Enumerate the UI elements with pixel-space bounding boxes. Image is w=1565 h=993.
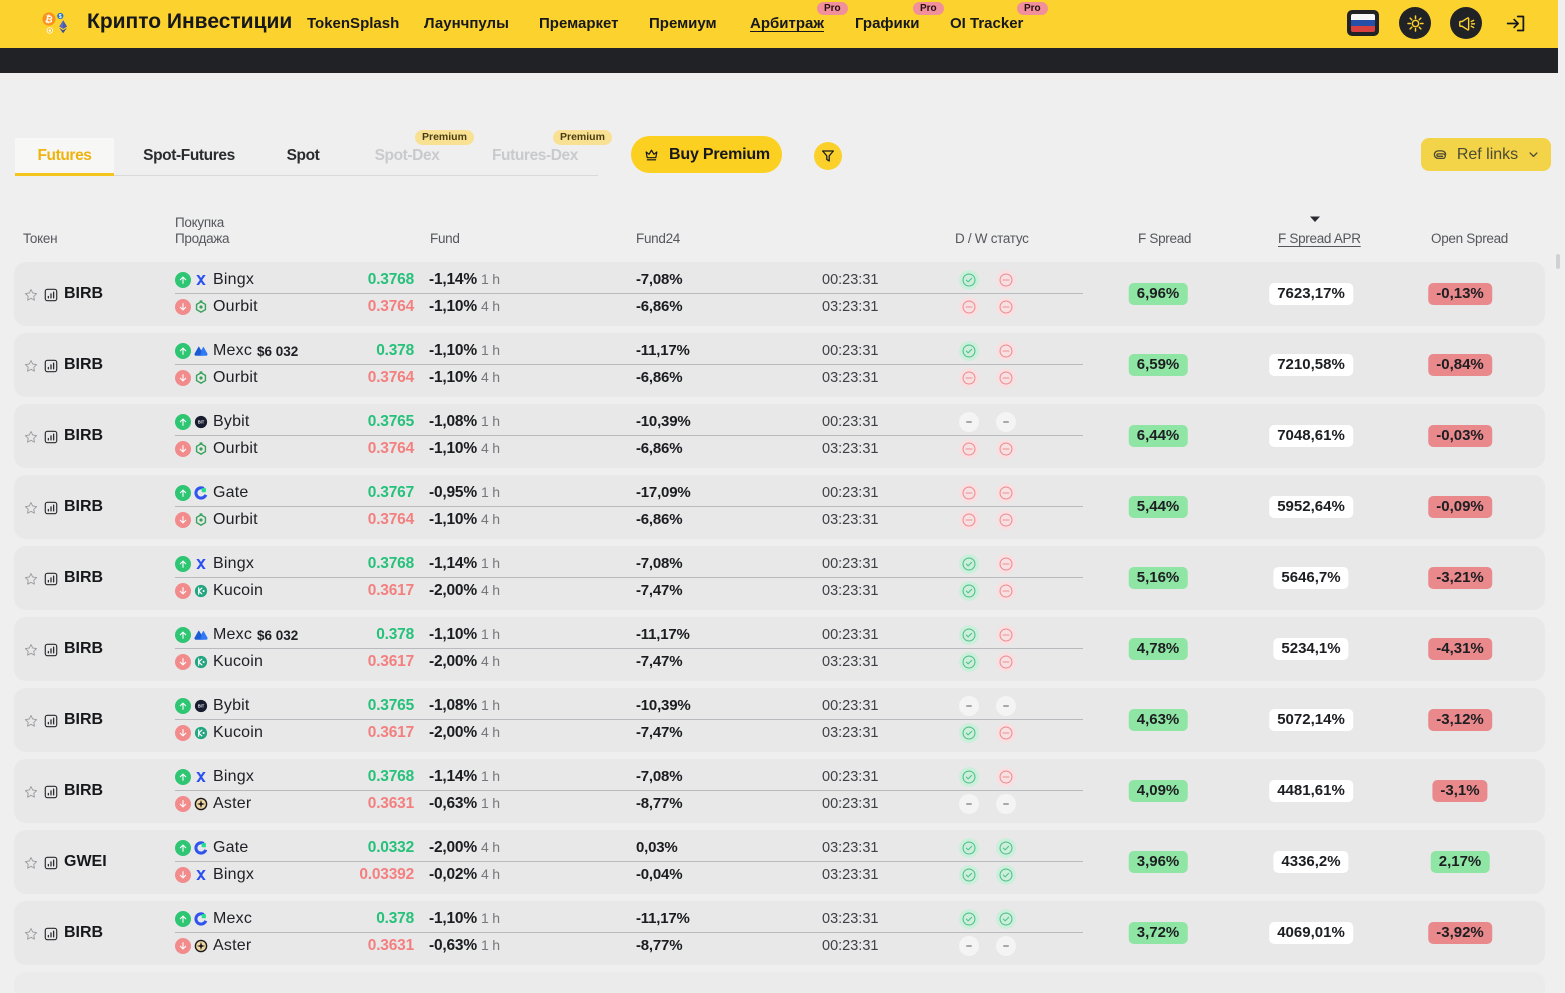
svg-text:BIT: BIT xyxy=(198,419,205,424)
svg-text:BIT: BIT xyxy=(198,703,205,708)
svg-text:$: $ xyxy=(59,14,62,20)
svg-text:₿: ₿ xyxy=(44,14,54,26)
